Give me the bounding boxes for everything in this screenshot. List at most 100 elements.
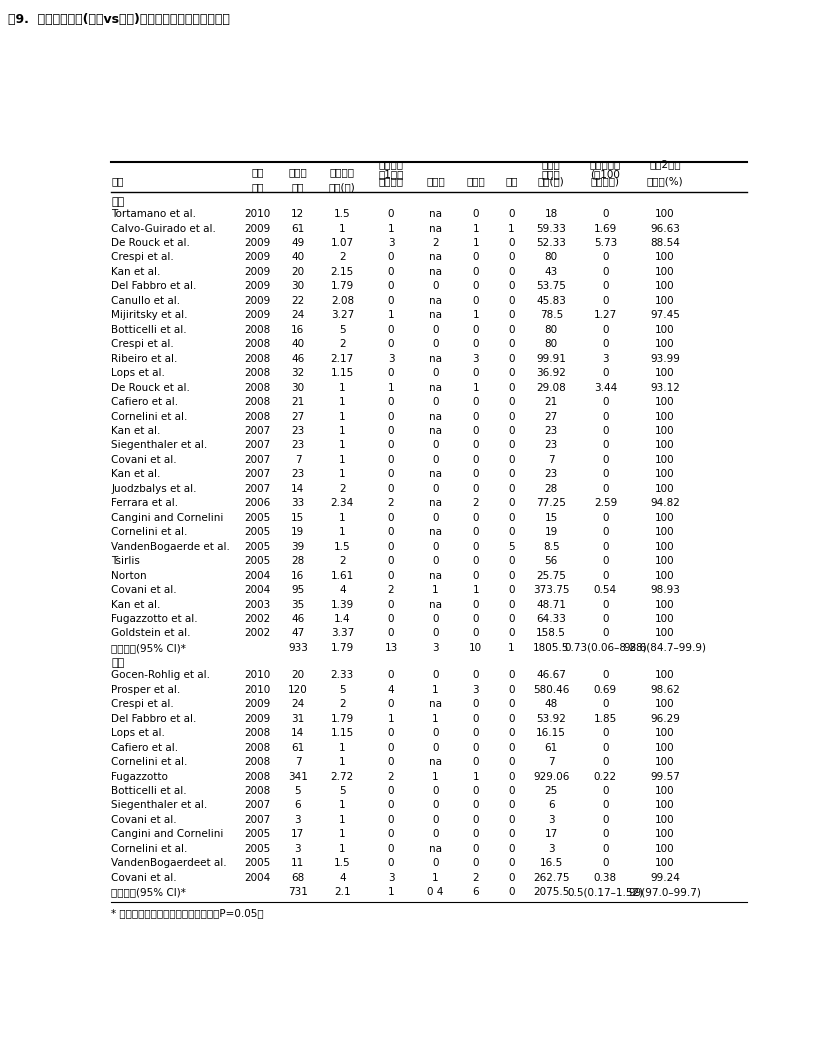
Text: 0: 0 — [387, 469, 394, 479]
Text: 2003: 2003 — [244, 599, 271, 610]
Text: Norton: Norton — [111, 571, 146, 580]
Text: 2.15: 2.15 — [330, 267, 354, 276]
Text: 0: 0 — [472, 411, 478, 422]
Text: 0: 0 — [431, 541, 438, 552]
Text: 0: 0 — [472, 699, 478, 709]
Text: 0: 0 — [507, 757, 514, 767]
Text: 0: 0 — [431, 829, 438, 840]
Text: 52.33: 52.33 — [536, 238, 565, 248]
Text: 100: 100 — [655, 368, 674, 378]
Text: 933: 933 — [288, 642, 308, 653]
Text: 0: 0 — [601, 209, 608, 219]
Text: 0: 0 — [507, 786, 514, 797]
Text: 262.75: 262.75 — [533, 872, 568, 883]
Text: 100: 100 — [655, 757, 674, 767]
Text: 23: 23 — [544, 440, 558, 450]
Text: 0: 0 — [472, 528, 478, 537]
Text: 5: 5 — [339, 325, 345, 334]
Text: 0: 0 — [472, 757, 478, 767]
Text: 30: 30 — [291, 383, 304, 392]
Text: Siegenthaler et al.: Siegenthaler et al. — [111, 801, 207, 810]
Text: 3: 3 — [472, 353, 478, 364]
Text: 1.15: 1.15 — [330, 368, 354, 378]
Text: 0: 0 — [387, 484, 394, 494]
Text: 100: 100 — [655, 426, 674, 436]
Text: na: na — [428, 498, 441, 509]
Text: 2008: 2008 — [244, 397, 271, 407]
Text: 2010: 2010 — [244, 670, 271, 680]
Text: Juodzbalys et al.: Juodzbalys et al. — [111, 484, 196, 494]
Text: 16: 16 — [291, 571, 304, 580]
Text: 2004: 2004 — [244, 872, 271, 883]
Text: 2: 2 — [339, 484, 345, 494]
Text: 0: 0 — [507, 699, 514, 709]
Text: 0: 0 — [387, 571, 394, 580]
Text: 6: 6 — [294, 801, 301, 810]
Text: 2008: 2008 — [244, 383, 271, 392]
Text: 77.25: 77.25 — [536, 498, 565, 509]
Text: 100: 100 — [655, 844, 674, 853]
Text: 0: 0 — [601, 469, 608, 479]
Text: 21: 21 — [544, 397, 558, 407]
Text: 61: 61 — [291, 224, 304, 233]
Text: 31: 31 — [291, 714, 304, 724]
Text: 19: 19 — [544, 528, 558, 537]
Text: 0: 0 — [601, 859, 608, 868]
Text: 0: 0 — [507, 513, 514, 522]
Text: na: na — [428, 310, 441, 321]
Text: 46: 46 — [291, 614, 304, 624]
Text: 0: 0 — [472, 541, 478, 552]
Text: Kan et al.: Kan et al. — [111, 426, 161, 436]
Text: 0: 0 — [601, 513, 608, 522]
Text: 2: 2 — [339, 340, 345, 349]
Text: 2005: 2005 — [244, 541, 271, 552]
Text: 0: 0 — [472, 340, 478, 349]
Text: 30: 30 — [291, 282, 304, 291]
Text: 2007: 2007 — [244, 814, 271, 825]
Text: 1: 1 — [431, 771, 438, 782]
Text: 0: 0 — [472, 368, 478, 378]
Text: 0.69: 0.69 — [593, 685, 616, 695]
Text: 28: 28 — [544, 484, 558, 494]
Text: 11: 11 — [291, 859, 304, 868]
Text: 1.79: 1.79 — [330, 714, 354, 724]
Text: 发表: 发表 — [251, 167, 263, 177]
Text: Crespi et al.: Crespi et al. — [111, 340, 174, 349]
Text: 1.5: 1.5 — [334, 859, 350, 868]
Text: 8.5: 8.5 — [543, 541, 559, 552]
Text: 0: 0 — [387, 455, 394, 465]
Text: 3.27: 3.27 — [330, 310, 354, 321]
Text: 0: 0 — [601, 267, 608, 276]
Text: 3: 3 — [472, 685, 478, 695]
Text: Kan et al.: Kan et al. — [111, 599, 161, 610]
Text: 0: 0 — [431, 282, 438, 291]
Text: Botticelli et al.: Botticelli et al. — [111, 786, 186, 797]
Text: 2009: 2009 — [244, 282, 271, 291]
Text: 100: 100 — [655, 859, 674, 868]
Text: 1: 1 — [507, 224, 514, 233]
Text: 2.1: 2.1 — [334, 887, 350, 897]
Text: 0: 0 — [507, 238, 514, 248]
Text: 0: 0 — [387, 295, 394, 306]
Text: 95: 95 — [291, 586, 304, 595]
Text: 0.54: 0.54 — [593, 586, 616, 595]
Text: 0: 0 — [507, 498, 514, 509]
Text: 99.24: 99.24 — [650, 872, 679, 883]
Text: 98.62: 98.62 — [650, 685, 679, 695]
Text: 100: 100 — [655, 469, 674, 479]
Text: 2: 2 — [387, 586, 394, 595]
Text: Tsirlis: Tsirlis — [111, 556, 140, 567]
Text: 100: 100 — [655, 513, 674, 522]
Text: 100: 100 — [655, 571, 674, 580]
Text: 0: 0 — [387, 859, 394, 868]
Text: 0: 0 — [472, 714, 478, 724]
Text: 64.33: 64.33 — [536, 614, 565, 624]
Text: na: na — [428, 426, 441, 436]
Text: 35: 35 — [291, 599, 304, 610]
Text: 0: 0 — [472, 743, 478, 752]
Text: 0: 0 — [601, 670, 608, 680]
Text: 0: 0 — [387, 325, 394, 334]
Text: 1: 1 — [339, 513, 345, 522]
Text: 2005: 2005 — [244, 556, 271, 567]
Text: 6: 6 — [548, 801, 554, 810]
